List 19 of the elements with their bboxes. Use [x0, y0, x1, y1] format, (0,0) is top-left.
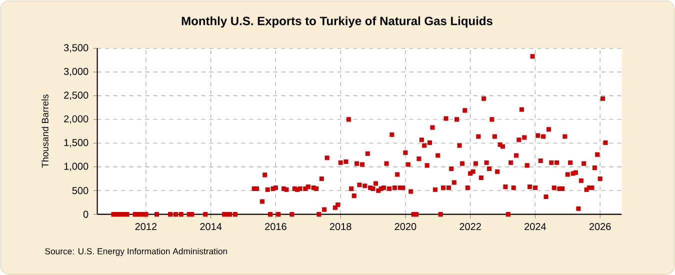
y-tick-label: 3,500 [64, 44, 88, 52]
x-tick-label: 2026 [589, 223, 611, 230]
x-tick-label: 2012 [135, 223, 157, 230]
y-tick-label: 2,000 [64, 115, 88, 124]
y-tick-label: 500 [72, 187, 88, 194]
x-tick-label: 2020 [394, 223, 416, 230]
x-tick-label: 2018 [330, 223, 352, 230]
y-tick-label: 2,500 [64, 92, 88, 100]
y-tick-label: 1,000 [64, 162, 88, 172]
y-tick-label: 3,000 [64, 68, 88, 76]
x-tick-label: 2024 [524, 223, 546, 230]
y-tick-label: 0 [83, 210, 88, 218]
chart-title: Monthly U.S. Exports to Turkiye of Natural Gas Liquids [182, 16, 492, 28]
x-tick-label: 2016 [265, 223, 286, 230]
y-axis-title: Thousand Barrels [42, 94, 48, 168]
source-note: Source: U.S. Energy Information Administration [45, 248, 227, 256]
x-tick-label: 2022 [460, 223, 481, 230]
y-tick-label: 1,500 [64, 139, 88, 148]
x-tick-label: 2014 [200, 223, 222, 230]
